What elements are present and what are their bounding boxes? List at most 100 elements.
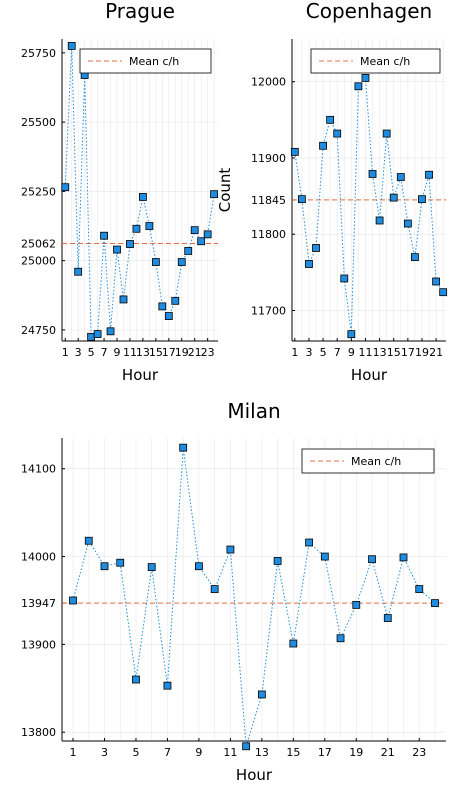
x-tick-label: 9: [348, 346, 355, 359]
data-point: [158, 302, 167, 311]
data-point: [396, 173, 405, 181]
x-tick-label: 19: [175, 346, 189, 359]
data-point: [147, 563, 156, 572]
y-tick-label: 12000: [251, 76, 286, 89]
y-tick-label: 11900: [251, 152, 286, 165]
data-point: [84, 536, 93, 545]
data-point: [179, 443, 188, 452]
data-point: [425, 170, 433, 179]
chart-panel-1: 1 3 5 7 9 11 13 15 17 19 2111700118001184511900120…: [216, 0, 448, 384]
data-point: [411, 253, 419, 262]
data-point: [151, 258, 160, 266]
data-point: [333, 129, 342, 138]
data-point: [190, 226, 199, 235]
x-tick-label: 13: [255, 746, 269, 759]
y-tick-label: 14100: [21, 463, 56, 476]
data-point: [382, 129, 391, 138]
y-tick-label: 11700: [251, 304, 286, 317]
data-point: [164, 312, 173, 320]
y-tick-label: 13947: [21, 597, 56, 610]
chart-title: Milan: [227, 399, 280, 423]
x-tick-label: 3: [305, 346, 312, 359]
chart-title: Copenhagen: [306, 0, 432, 23]
x-tick-label: 5: [320, 346, 327, 359]
data-point: [139, 193, 147, 201]
data-point: [119, 295, 128, 304]
x-tick-label: 13: [136, 346, 150, 359]
data-point: [432, 277, 441, 286]
data-point: [113, 245, 121, 254]
data-point: [326, 115, 335, 124]
data-point: [403, 219, 412, 228]
legend-label: Mean c/h: [360, 55, 410, 68]
data-point: [354, 82, 363, 91]
data-point: [383, 614, 392, 622]
data-point: [195, 562, 203, 571]
x-tick-label: 21: [429, 346, 443, 359]
x-tick-label: 5: [88, 346, 95, 359]
x-tick-label: 17: [401, 346, 415, 359]
data-point: [305, 260, 313, 268]
y-tick-label: 25750: [21, 47, 56, 60]
x-tick-label: 11: [223, 746, 237, 759]
data-point: [368, 555, 376, 564]
x-tick-label: 9: [195, 746, 202, 759]
data-point: [257, 690, 266, 699]
x-tick-label: 3: [75, 346, 82, 359]
data-point: [145, 222, 154, 230]
chart-title: Prague: [105, 0, 175, 23]
data-point: [93, 330, 102, 338]
data-point: [418, 195, 426, 204]
series-line: [294, 76, 444, 335]
x-tick-label: 23: [412, 746, 426, 759]
data-point: [305, 538, 313, 547]
data-point: [368, 170, 377, 178]
data-point: [361, 73, 370, 82]
x-tick-label: 15: [286, 746, 300, 759]
data-point: [336, 634, 345, 643]
x-tick-label: 3: [101, 746, 108, 759]
x-tick-label: 19: [349, 746, 363, 759]
data-point: [87, 332, 96, 341]
x-tick-label: 5: [132, 746, 139, 759]
data-point: [106, 327, 115, 336]
data-point: [67, 42, 76, 50]
data-point: [210, 190, 219, 199]
data-point: [347, 330, 356, 339]
x-tick-label: 21: [188, 346, 202, 359]
x-tick-label: 23: [201, 346, 215, 359]
data-point: [197, 237, 206, 246]
x-axis-label: Hour: [236, 766, 273, 784]
data-point: [126, 240, 134, 248]
y-tick-label: 11800: [251, 228, 286, 241]
data-point: [273, 557, 282, 565]
data-point: [100, 562, 109, 571]
x-tick-label: 1: [70, 746, 77, 759]
x-tick-label: 1: [291, 346, 298, 359]
legend-label: Mean c/h: [351, 455, 401, 468]
x-axis-label: Hour: [351, 366, 388, 384]
y-tick-label: 25062: [21, 237, 56, 250]
data-point: [319, 141, 327, 150]
data-point: [340, 274, 349, 283]
x-tick-label: 17: [318, 746, 332, 759]
data-point: [100, 231, 108, 240]
legend-label: Mean c/h: [129, 55, 179, 68]
data-point: [399, 553, 408, 562]
data-point: [290, 147, 299, 156]
data-point: [171, 296, 180, 305]
x-axis-label: Hour: [122, 366, 159, 384]
legend-box: [79, 48, 212, 74]
y-tick-label: 13800: [21, 726, 56, 739]
data-point: [431, 599, 439, 608]
y-tick-label: 24750: [21, 324, 56, 337]
data-point: [389, 193, 398, 202]
legend-box: [310, 48, 441, 74]
y-tick-label: 25250: [21, 185, 56, 198]
data-point: [297, 195, 306, 204]
x-tick-label: 15: [149, 346, 163, 359]
data-point: [375, 216, 384, 225]
x-tick-label: 17: [162, 346, 176, 359]
